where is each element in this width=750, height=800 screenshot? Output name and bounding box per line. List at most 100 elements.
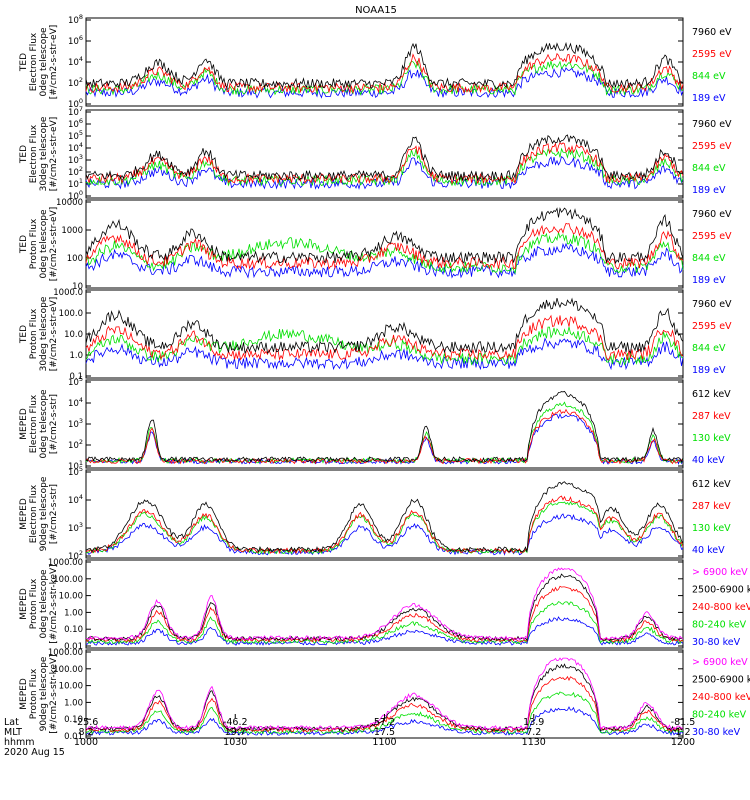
y-axis-label: MEPED Electron Flux 0deg telescope [#/cm2-s… bbox=[19, 389, 59, 459]
y-tick-label: 10.00 bbox=[59, 682, 83, 692]
series-trace-green bbox=[85, 691, 684, 735]
y-axis-label-line: 90deg telescope bbox=[39, 476, 49, 551]
y-axis-label-line: Proton Flux bbox=[29, 668, 39, 719]
x-tick-mlt: 8.2 bbox=[78, 727, 93, 738]
y-tick-label: 0.10 bbox=[64, 715, 83, 725]
series-trace-red bbox=[85, 495, 684, 555]
y-tick-label: 1.00 bbox=[64, 698, 83, 708]
panel-frame bbox=[85, 559, 684, 649]
panel-frame bbox=[85, 109, 684, 199]
series-trace-black bbox=[85, 134, 684, 182]
series-trace-black bbox=[85, 41, 684, 90]
legend-entry: 7960 eV bbox=[692, 119, 732, 130]
y-axis-label-line: Proton Flux bbox=[29, 308, 39, 359]
y-tick-label: 100.00 bbox=[53, 665, 83, 675]
series-trace-red bbox=[85, 585, 684, 643]
series-trace-blue bbox=[85, 66, 684, 99]
legend-entry: 189 eV bbox=[692, 93, 726, 104]
series-trace-green bbox=[85, 501, 684, 555]
y-tick-label: 1000.0 bbox=[53, 288, 83, 298]
y-tick-label: 106 bbox=[68, 34, 83, 47]
legend-entry: 189 eV bbox=[692, 185, 726, 196]
series-trace-blue bbox=[85, 156, 684, 190]
y-tick-label: 102 bbox=[68, 76, 83, 89]
y-axis-label-line: 30deg telescope bbox=[39, 116, 49, 191]
x-tick-lat: -46.2 bbox=[223, 717, 248, 728]
y-axis-label-line: TED bbox=[19, 235, 29, 254]
y-axis-label-line: MEPED bbox=[19, 498, 29, 530]
legend-entry: 130 keV bbox=[692, 433, 731, 444]
y-axis-label-line: 0deg telescope bbox=[39, 569, 49, 639]
x-tick-lat: -25.6 bbox=[74, 717, 99, 728]
legend-entry: 287 keV bbox=[692, 411, 731, 422]
y-tick-label: 0.10 bbox=[64, 625, 83, 635]
panel-frame bbox=[85, 199, 684, 289]
y-axis-label-line: 0deg telescope bbox=[39, 389, 49, 459]
legend-entry: 189 eV bbox=[692, 275, 726, 286]
y-tick-label: 104 bbox=[68, 55, 83, 68]
y-tick-label: 108 bbox=[68, 13, 83, 26]
series-trace-green bbox=[85, 601, 684, 645]
x-axis-row-label: hhmm bbox=[4, 737, 35, 748]
legend-entry: 2500-6900 keV bbox=[692, 584, 750, 595]
x-axis-row-label: MLT bbox=[4, 727, 22, 738]
x-tick-hhmm: 1100 bbox=[372, 737, 396, 748]
y-axis-label-line: TED bbox=[19, 325, 29, 344]
y-tick-label: 10 bbox=[72, 282, 83, 292]
series-trace-black bbox=[85, 481, 684, 553]
y-axis-label: TED Proton Flux 30deg telescope [#/cm2-s-st… bbox=[19, 296, 59, 371]
y-axis-label-line: [#/cm2-s-str-eV] bbox=[49, 297, 59, 372]
y-axis-label-line: Proton Flux bbox=[29, 218, 39, 269]
x-tick-mlt: 19.7 bbox=[225, 727, 246, 738]
x-tick-hhmm: 1000 bbox=[74, 737, 98, 748]
y-tick-label: 1.00 bbox=[64, 608, 83, 618]
y-tick-label: 100.00 bbox=[53, 575, 83, 585]
series-trace-green bbox=[85, 147, 684, 187]
legend-entry: > 6900 keV bbox=[692, 567, 748, 578]
legend-entry: 2595 eV bbox=[692, 231, 732, 242]
y-tick-label: 100 bbox=[67, 254, 83, 264]
y-axis-label-line: MEPED bbox=[19, 678, 29, 710]
y-axis-label-line: Electron Flux bbox=[29, 394, 39, 453]
panel-3: 10 100 1000 10000 TED Proton Flux 0deg telesco… bbox=[19, 198, 732, 292]
series-trace-red bbox=[85, 675, 684, 733]
legend-entry: 240-800 keV bbox=[692, 692, 750, 703]
y-tick-label: 1000 bbox=[61, 226, 83, 236]
series-trace-blue bbox=[85, 616, 684, 646]
y-tick-label: 103 bbox=[68, 521, 83, 534]
series-trace-black bbox=[85, 207, 684, 265]
x-axis-row-label: Lat bbox=[4, 717, 19, 728]
y-axis-label-line: [#/cm2-s-str-eV] bbox=[49, 117, 59, 192]
legend-entry: 2500-6900 keV bbox=[692, 674, 750, 685]
series-trace-red bbox=[85, 222, 684, 270]
y-axis-label-line: 0deg telescope bbox=[39, 209, 49, 279]
series-trace-blue bbox=[85, 242, 684, 279]
series-trace-blue bbox=[85, 337, 684, 371]
y-axis-label-line: MEPED bbox=[19, 408, 29, 440]
legend-entry: > 6900 keV bbox=[692, 657, 748, 668]
y-axis-label-line: Proton Flux bbox=[29, 578, 39, 629]
y-axis-label-line: 90deg telescope bbox=[39, 656, 49, 731]
y-axis-label: MEPED Electron Flux 90deg telescope [#/cm2-… bbox=[19, 476, 59, 551]
legend-entry: 844 eV bbox=[692, 343, 726, 354]
y-axis-label: TED Electron Flux 30deg telescope [#/cm2-s-… bbox=[19, 116, 59, 191]
legend-entry: 130 keV bbox=[692, 523, 731, 534]
x-tick-hhmm: 1030 bbox=[223, 737, 247, 748]
panel-frame bbox=[85, 649, 684, 739]
y-tick-label: 10000 bbox=[56, 198, 83, 208]
legend-entry: 30-80 keV bbox=[692, 727, 741, 738]
series-trace-red bbox=[85, 408, 684, 465]
y-axis-label-line: [#/cm2-s-str] bbox=[49, 394, 59, 454]
legend-entry: 40 keV bbox=[692, 545, 725, 556]
y-axis-label-line: [#/cm2-s-str-keV] bbox=[49, 654, 59, 733]
y-tick-label: 103 bbox=[68, 417, 83, 430]
y-axis-label: MEPED Proton Flux 90deg telescope [#/cm2-s-… bbox=[19, 654, 59, 733]
panel-frame bbox=[85, 469, 684, 559]
y-axis-label-line: Electron Flux bbox=[29, 124, 39, 183]
legend-entry: 7960 eV bbox=[692, 299, 732, 310]
y-axis-label-line: 0deg telescope bbox=[39, 27, 49, 97]
